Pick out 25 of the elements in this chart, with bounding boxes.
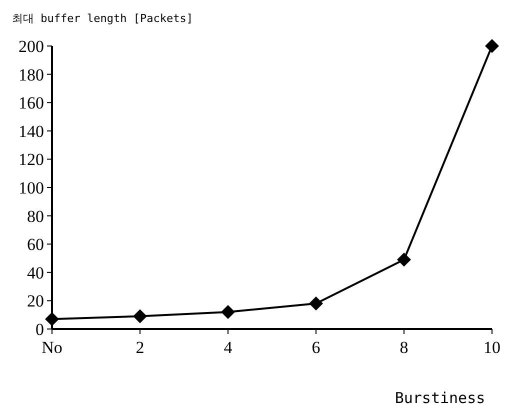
y-tick-label: 80 <box>27 206 44 226</box>
point <box>485 39 499 53</box>
x-tick-label: 6 <box>312 338 320 357</box>
point <box>309 296 323 311</box>
y-axis-title: 최대 buffer length [Packets] <box>12 12 193 25</box>
y-tick-label: 60 <box>27 235 44 254</box>
y-tick-label: 160 <box>18 94 44 113</box>
y-tick-label: 140 <box>18 122 44 141</box>
x-tick-label: 10 <box>484 338 500 357</box>
y-tick-label: 20 <box>27 292 44 311</box>
x-tick-label: No <box>42 338 62 357</box>
x-tick-label: 4 <box>224 338 233 357</box>
point <box>221 305 235 320</box>
y-tick-label: 200 <box>18 37 44 56</box>
y-tick-label: 40 <box>27 263 44 282</box>
y-tick-label: 180 <box>18 65 44 84</box>
point <box>45 312 59 326</box>
x-tick-label: 2 <box>136 338 144 357</box>
point <box>397 252 411 267</box>
y-tick-label: 120 <box>18 150 44 170</box>
x-tick-label: 8 <box>400 338 408 357</box>
point <box>133 309 147 324</box>
y-tick-label: 100 <box>18 178 44 198</box>
y-tick-label: 0 <box>36 320 44 339</box>
x-axis-title: Burstiness <box>394 389 486 407</box>
